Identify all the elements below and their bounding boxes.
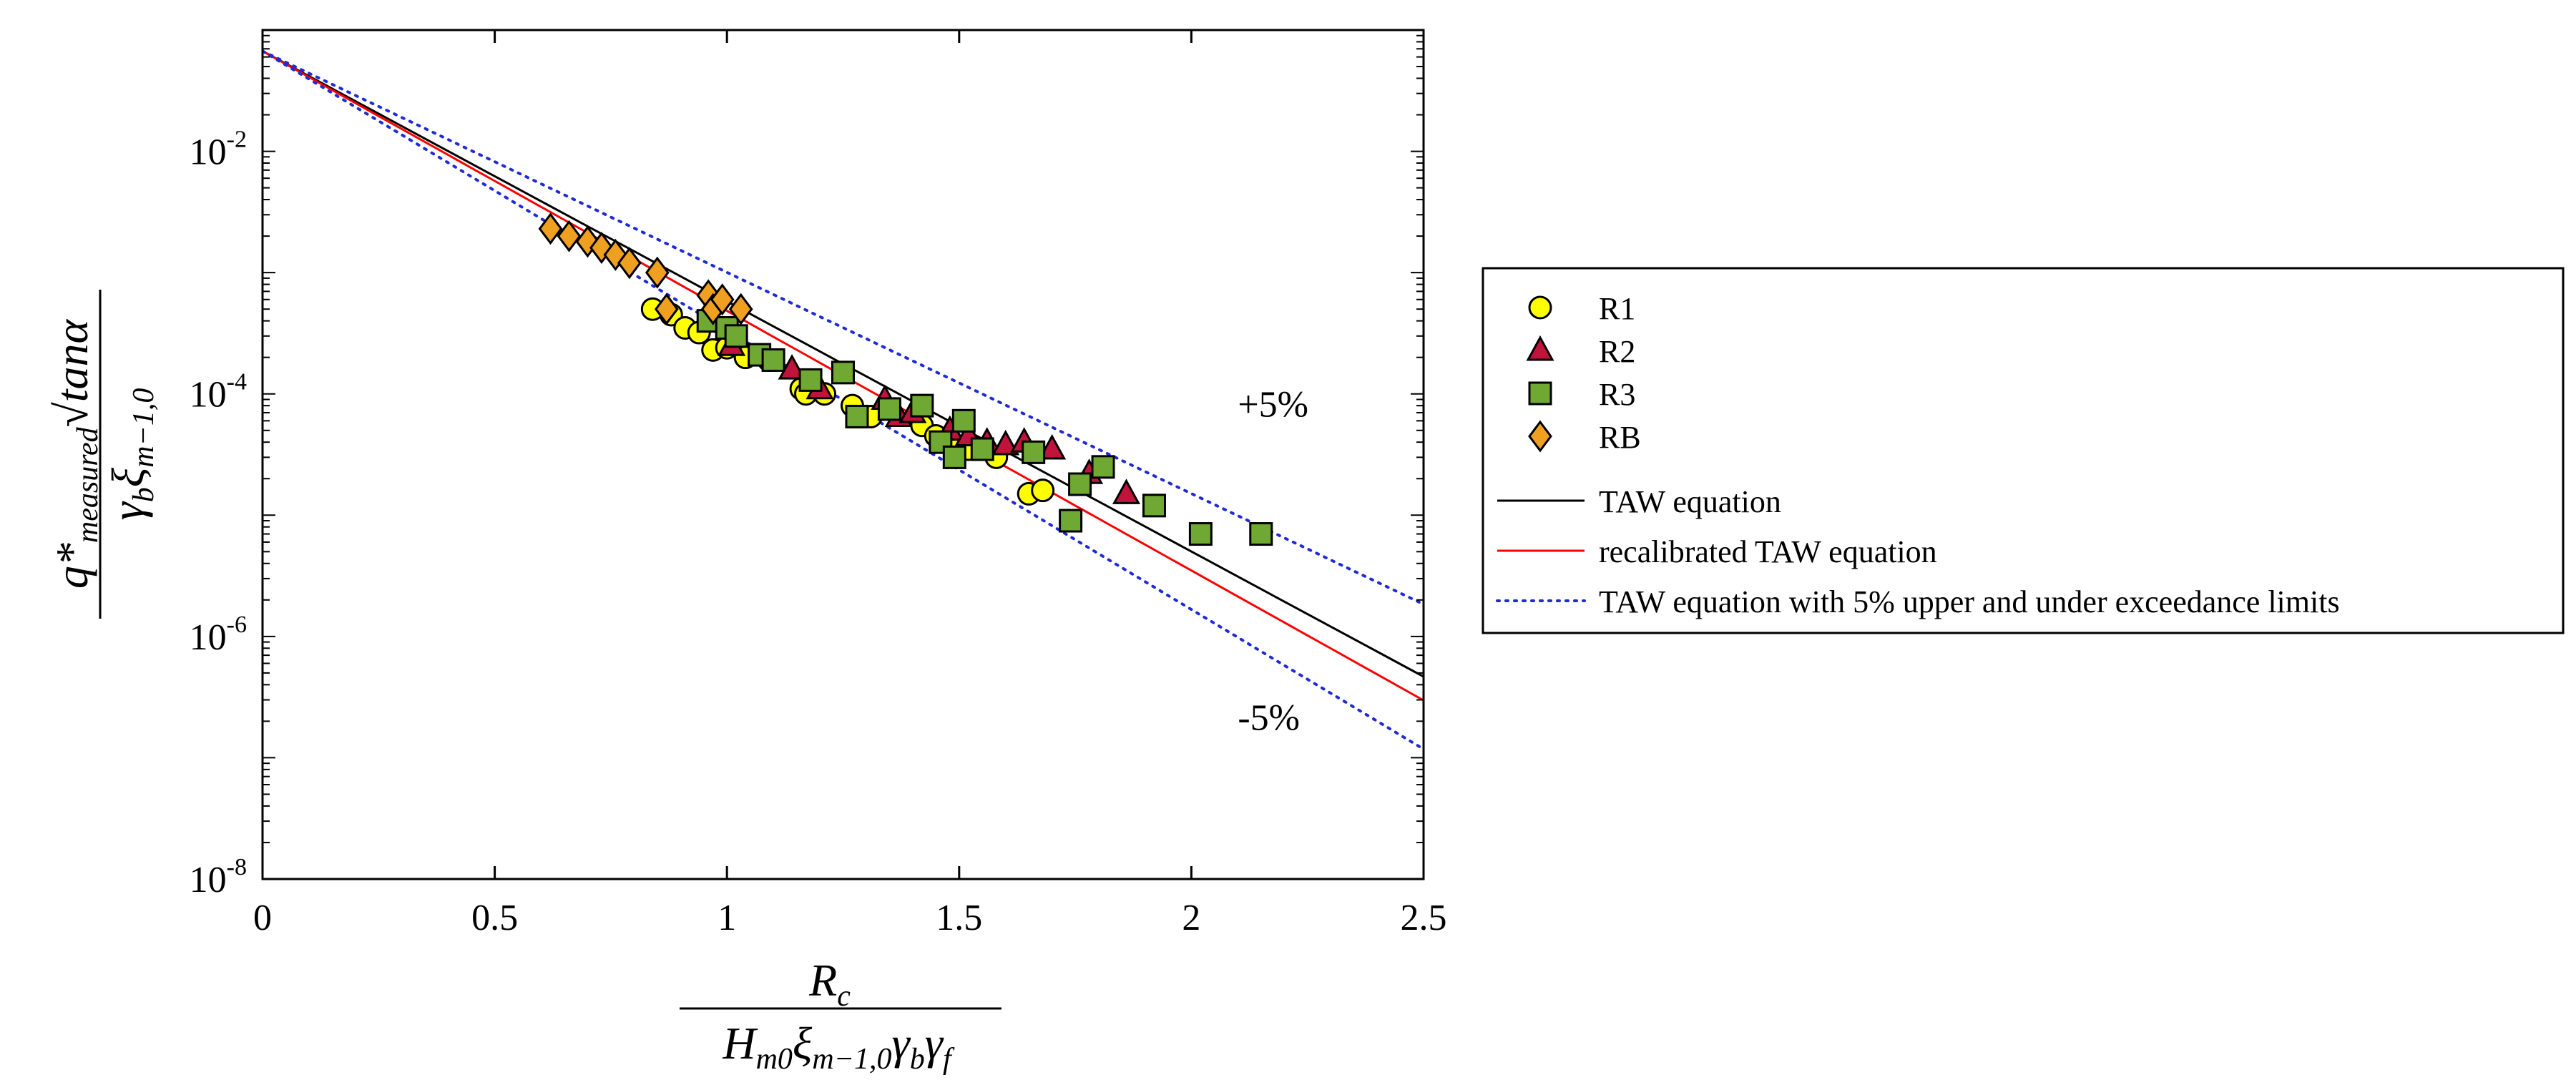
svg-text:Rc: Rc bbox=[808, 955, 851, 1013]
x-tick-label: 0.5 bbox=[471, 898, 518, 938]
axis-ticks: 0 0.5 1 1.5 2 2.510-810-610-410-2 bbox=[190, 30, 1447, 938]
point-rb bbox=[728, 293, 753, 325]
model-line-2 bbox=[263, 49, 1424, 606]
plot-background bbox=[263, 30, 1424, 879]
svg-text:Hm0ξm−1,0γbγf: Hm0ξm−1,0γbγf bbox=[722, 1018, 955, 1076]
y-label-root: tanα bbox=[46, 318, 97, 402]
point-r2 bbox=[1112, 478, 1141, 504]
point-rb bbox=[617, 247, 642, 280]
point-r3 bbox=[1091, 455, 1115, 479]
x-tick-label: 2 bbox=[1182, 898, 1200, 938]
y-label-den-xi-sub: m−1,0 bbox=[127, 388, 160, 468]
y-tick-base: 10 bbox=[190, 860, 227, 900]
y-tick-exp: -6 bbox=[227, 612, 247, 638]
point-r3 bbox=[1022, 440, 1046, 464]
point-r3 bbox=[1142, 494, 1166, 518]
legend-symbol-r1 bbox=[1528, 295, 1552, 320]
y-label-den-gamma-sub: b bbox=[127, 487, 160, 502]
x-label-den-xi-sub: m−1,0 bbox=[812, 1043, 891, 1076]
point-r3 bbox=[1188, 522, 1213, 546]
x-label-numerator-sub: c bbox=[837, 980, 851, 1013]
x-tick-label: 1 bbox=[718, 898, 736, 938]
y-tick-base: 10 bbox=[190, 132, 227, 173]
point-r3 bbox=[1249, 522, 1273, 546]
legend-label-recalibrated: recalibrated TAW equation bbox=[1599, 534, 1937, 569]
legend: R1 R2 R3 RB TAW equation recalibrated TA… bbox=[1482, 267, 2565, 634]
x-label-den-gamma-b: γ bbox=[892, 1018, 911, 1069]
y-tick-exp: -2 bbox=[227, 127, 247, 153]
point-r3 bbox=[724, 324, 748, 348]
legend-frame bbox=[1482, 267, 2565, 634]
point-r3 bbox=[1068, 472, 1092, 496]
point-r3 bbox=[798, 368, 823, 392]
y-tick-base: 10 bbox=[190, 617, 227, 658]
y-label-numerator-sub: measured bbox=[72, 426, 104, 543]
svg-text:γbξm−1,0: γbξm−1,0 bbox=[102, 388, 160, 521]
point-r3 bbox=[942, 445, 966, 469]
y-label-den-gamma: γ bbox=[102, 501, 153, 520]
x-tick-label: 2.5 bbox=[1401, 898, 1447, 938]
x-axis-label: Rc Hm0ξm−1,0γbγf bbox=[680, 955, 1001, 1076]
x-tick-label: 1.5 bbox=[936, 898, 982, 938]
point-rb bbox=[645, 256, 670, 289]
x-label-numerator: R bbox=[808, 955, 837, 1006]
x-label-den-gamma-f-sub: f bbox=[943, 1043, 955, 1076]
point-r3 bbox=[877, 397, 901, 421]
annotation-plus-5: +5% bbox=[1238, 384, 1308, 425]
point-rb bbox=[710, 283, 735, 316]
y-label-numerator: q* bbox=[46, 543, 97, 589]
y-label-den-xi: ξ bbox=[102, 467, 153, 487]
legend-label-r2: R2 bbox=[1599, 334, 1635, 369]
point-r3 bbox=[910, 393, 934, 418]
x-label-den-h: H bbox=[722, 1018, 758, 1069]
series-r3 bbox=[696, 309, 1273, 546]
point-r3 bbox=[831, 360, 855, 385]
data-points bbox=[538, 212, 1273, 546]
x-label-den-xi: ξ bbox=[793, 1018, 813, 1069]
y-tick-label: 10-8 bbox=[190, 854, 247, 900]
x-label-den-gamma-b-sub: b bbox=[910, 1043, 925, 1076]
y-tick-label: 10-4 bbox=[190, 369, 247, 416]
y-label-sqrt-sign: √ bbox=[46, 401, 97, 427]
point-r3 bbox=[1059, 509, 1083, 533]
legend-label-r1: R1 bbox=[1599, 291, 1635, 326]
x-label-den-h-sub: m0 bbox=[756, 1043, 793, 1076]
point-r2 bbox=[778, 353, 806, 380]
point-r2 bbox=[991, 429, 1020, 456]
point-rb bbox=[557, 220, 582, 252]
y-tick-label: 10-2 bbox=[190, 127, 247, 173]
plot-frame bbox=[261, 29, 1425, 880]
y-tick-exp: -8 bbox=[227, 854, 247, 880]
series-rb bbox=[538, 212, 753, 325]
point-r3 bbox=[970, 437, 994, 461]
legend-symbol-r3 bbox=[1528, 381, 1552, 406]
svg-text:q*measured√tanα: q*measured√tanα bbox=[46, 318, 104, 589]
legend-label-r3: R3 bbox=[1599, 377, 1635, 412]
y-tick-base: 10 bbox=[190, 375, 227, 416]
x-label-den-gamma-f: γ bbox=[925, 1018, 944, 1069]
y-tick-exp: -4 bbox=[227, 369, 247, 396]
legend-label-rb: RB bbox=[1599, 420, 1641, 455]
point-rb bbox=[538, 212, 563, 245]
point-rb bbox=[654, 293, 679, 325]
legend-label-limits: TAW equation with 5% upper and under exc… bbox=[1599, 584, 2340, 619]
y-tick-label: 10-6 bbox=[190, 612, 247, 658]
point-r1 bbox=[1031, 478, 1055, 503]
y-axis-label: q*measured√tanα γbξm−1,0 bbox=[46, 290, 160, 619]
legend-symbol-r2 bbox=[1526, 335, 1554, 361]
legend-symbol-rb bbox=[1528, 420, 1552, 453]
point-r3 bbox=[951, 408, 976, 433]
annotation-minus-5: -5% bbox=[1238, 697, 1300, 738]
legend-label-taw: TAW equation bbox=[1599, 484, 1781, 519]
x-tick-label: 0 bbox=[253, 898, 272, 938]
point-r3 bbox=[761, 348, 785, 372]
point-r2 bbox=[1038, 433, 1067, 460]
point-r3 bbox=[845, 404, 869, 428]
legend-symbols bbox=[1496, 295, 1586, 602]
